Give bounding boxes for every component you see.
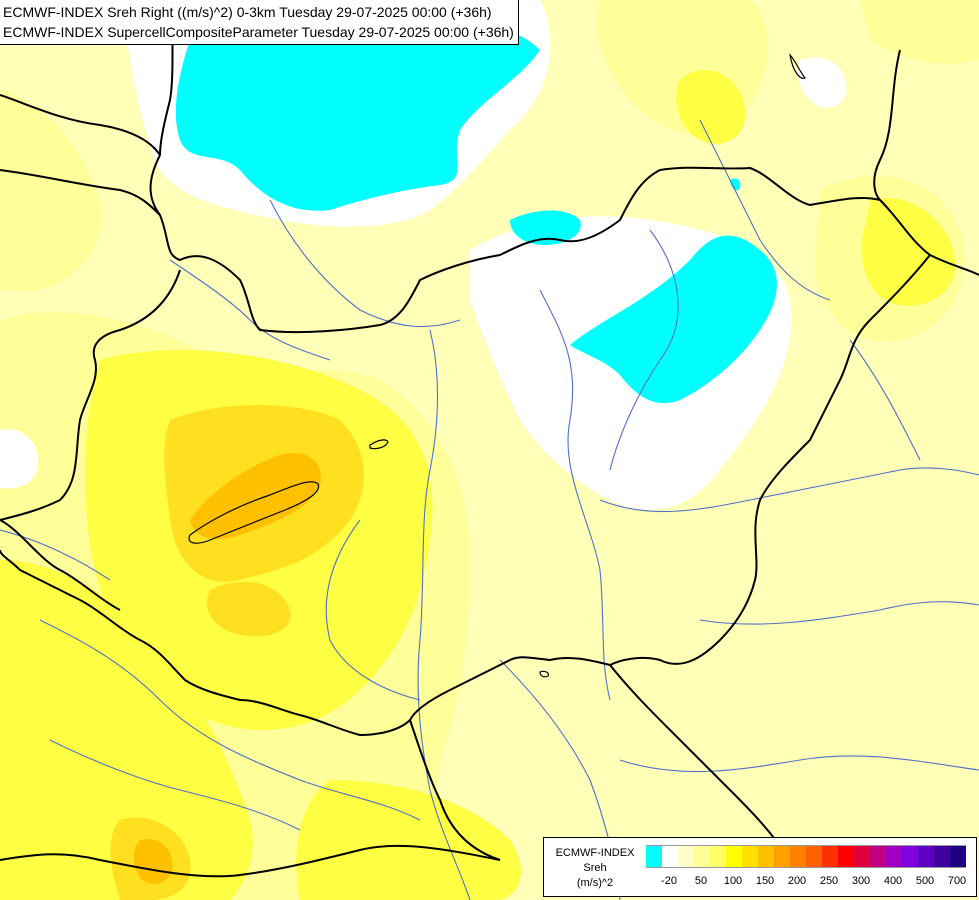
- legend-tick: 200: [787, 875, 807, 887]
- legend-swatch: [870, 845, 886, 868]
- legend-swatch: [694, 845, 710, 868]
- legend-swatch: [678, 845, 694, 868]
- legend-tick: 300: [851, 875, 871, 887]
- legend-subtitle: Sreh: [583, 862, 607, 874]
- legend-tick: 400: [883, 875, 903, 887]
- map-header: ECMWF-INDEX Sreh Right ((m/s)^2) 0-3km T…: [0, 0, 519, 45]
- legend-swatch: [902, 845, 918, 868]
- legend: ECMWF-INDEX Sreh (m/s)^2 -20 50 100 150 200 2…: [543, 837, 977, 897]
- legend-tick: -20: [661, 875, 677, 887]
- legend-swatch: [806, 845, 822, 868]
- legend-swatch: [726, 845, 742, 868]
- legend-swatch: [854, 845, 870, 868]
- legend-title: ECMWF-INDEX: [555, 847, 635, 859]
- lakes: [188, 53, 806, 678]
- legend-swatch: [934, 845, 950, 868]
- legend-tick: 100: [723, 875, 743, 887]
- legend-tick: 150: [755, 875, 775, 887]
- legend-swatch: [774, 845, 790, 868]
- legend-tick: 50: [694, 875, 708, 887]
- field-cyan: [175, 10, 777, 404]
- country-borders: [0, 0, 979, 878]
- legend-swatch: [918, 845, 934, 868]
- legend-swatch: [790, 845, 806, 868]
- field-orange: [134, 453, 321, 884]
- legend-swatch: [822, 845, 838, 868]
- legend-swatch: [838, 845, 854, 868]
- legend-swatch: [742, 845, 758, 868]
- legend-swatch: [662, 845, 678, 868]
- legend-swatch: [886, 845, 902, 868]
- header-line-sreh: ECMWF-INDEX Sreh Right ((m/s)^2) 0-3km T…: [3, 4, 492, 20]
- rivers: [0, 119, 979, 900]
- header-line-scp: ECMWF-INDEX SupercellCompositeParameter …: [3, 24, 514, 40]
- legend-tick: 700: [947, 875, 967, 887]
- legend-tick: 500: [915, 875, 935, 887]
- legend-unit: (m/s)^2: [576, 877, 614, 889]
- legend-swatch: [950, 845, 966, 868]
- legend-swatch: [710, 845, 726, 868]
- legend-tick: 250: [819, 875, 839, 887]
- legend-swatch: [646, 845, 662, 868]
- legend-swatch: [758, 845, 774, 868]
